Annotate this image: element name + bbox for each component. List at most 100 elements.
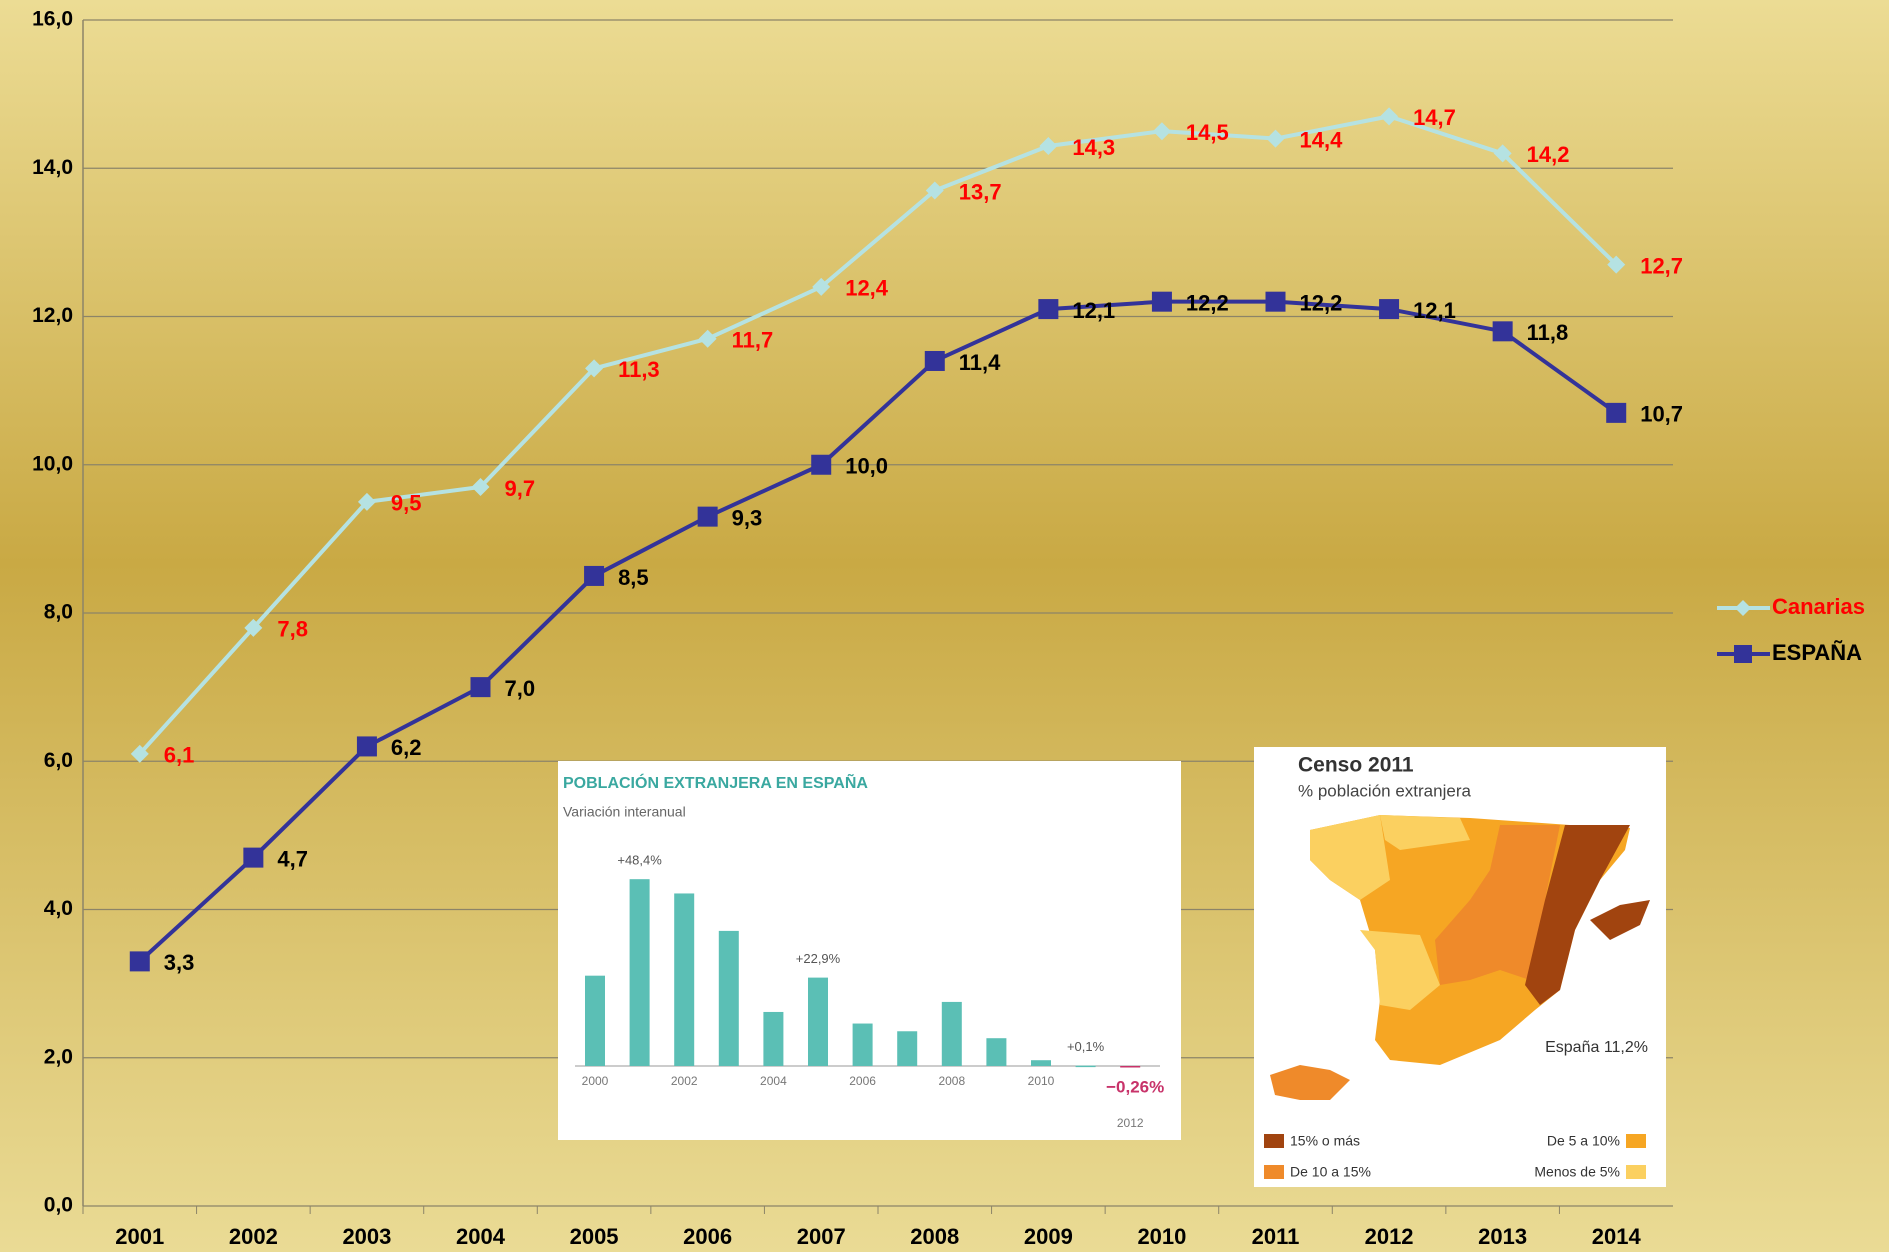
- data-label: 12,1: [1072, 298, 1115, 323]
- data-label: 7,0: [505, 676, 536, 701]
- point: [129, 951, 150, 972]
- x-tick-label: 2002: [229, 1224, 278, 1249]
- data-label: 9,5: [391, 491, 422, 516]
- data-label: 12,2: [1300, 290, 1343, 315]
- bar: [674, 893, 695, 1066]
- legend-swatch: [1264, 1134, 1284, 1148]
- map-region: [1525, 825, 1630, 1005]
- data-label: 11,8: [1527, 320, 1569, 345]
- point: [1152, 122, 1171, 141]
- map-region: [1310, 815, 1390, 900]
- data-label: −0,26%: [1106, 1077, 1164, 1096]
- y-tick-label: 2,0: [44, 1045, 73, 1068]
- data-label: 14,7: [1413, 105, 1456, 130]
- legend-label: 15% o más: [1290, 1133, 1360, 1149]
- data-label: 7,8: [277, 617, 308, 642]
- point: [698, 329, 717, 348]
- bar: [585, 975, 605, 1066]
- bar: [1031, 1060, 1051, 1066]
- point: [130, 744, 149, 763]
- y-tick-label: 0,0: [44, 1194, 73, 1217]
- data-label: 12,2: [1186, 290, 1229, 315]
- point: [1606, 402, 1627, 423]
- y-tick-label: 12,0: [32, 304, 73, 327]
- legend-label: De 5 a 10%: [1547, 1133, 1620, 1149]
- data-label: 12,4: [845, 276, 889, 301]
- y-tick-label: 10,0: [32, 452, 73, 475]
- bar: [808, 977, 828, 1066]
- point: [470, 677, 491, 698]
- data-label: 6,2: [391, 735, 422, 760]
- bar: [1120, 1066, 1141, 1068]
- point: [471, 477, 490, 496]
- x-tick-label: 2006: [683, 1224, 732, 1249]
- inset-subtitle: Variación interanual: [563, 804, 686, 820]
- x-tick-label: 2004: [760, 1074, 787, 1088]
- x-tick-label: 2005: [570, 1224, 619, 1249]
- x-tick-label: 2004: [456, 1224, 506, 1249]
- inset-bar-chart: POBLACIÓN EXTRANJERA EN ESPAÑA Variación…: [558, 761, 1181, 1140]
- x-tick-label: 2011: [1252, 1224, 1300, 1249]
- map-islands: [1590, 900, 1650, 940]
- inset-title: POBLACIÓN EXTRANJERA EN ESPAÑA: [563, 772, 868, 792]
- point: [812, 277, 831, 296]
- data-label: +48,4%: [617, 853, 662, 868]
- bar: [852, 1023, 873, 1066]
- x-tick-label: 2008: [910, 1224, 959, 1249]
- data-label: 12,1: [1413, 298, 1456, 323]
- data-label: 8,5: [618, 565, 649, 590]
- map-canarias: [1270, 1065, 1350, 1100]
- point: [925, 181, 944, 200]
- y-tick-label: 4,0: [44, 897, 73, 920]
- data-label: 3,3: [164, 950, 195, 975]
- map-total: España 11,2%: [1545, 1039, 1648, 1056]
- bar: [718, 930, 739, 1066]
- data-label: 10,0: [845, 454, 888, 479]
- data-label: 14,3: [1072, 135, 1115, 160]
- bar: [897, 1031, 918, 1066]
- point: [1039, 137, 1058, 156]
- x-tick-label: 2008: [938, 1074, 965, 1088]
- legend-label: Canarias: [1772, 594, 1865, 619]
- series-line: [138, 299, 1618, 963]
- data-label: +0,1%: [1067, 1039, 1105, 1054]
- point: [1492, 321, 1513, 342]
- line-chart: 0,0 2,0 4,0 6,0 8,0 10,0 12,0 14,0 16,0 2001 2002 2…: [32, 8, 1865, 1249]
- point: [357, 492, 376, 511]
- point: [1380, 107, 1399, 126]
- x-tick-label: 2000: [582, 1074, 609, 1088]
- data-label: 10,7: [1640, 402, 1683, 427]
- map-region: [1360, 930, 1440, 1010]
- data-label: 12,7: [1640, 253, 1683, 278]
- point: [585, 359, 604, 378]
- y-tick-label: 8,0: [44, 601, 73, 624]
- x-tick-label: 2002: [671, 1074, 698, 1088]
- x-tick-label: 2014: [1592, 1224, 1642, 1249]
- data-label: 9,7: [505, 476, 536, 501]
- legend-label: ESPAÑA: [1772, 640, 1862, 665]
- x-tick-label: 2003: [342, 1224, 391, 1249]
- point: [1493, 144, 1512, 163]
- data-label: 11,7: [732, 328, 774, 353]
- y-tick-label: 16,0: [32, 8, 73, 31]
- x-tick-label: 2012: [1365, 1224, 1414, 1249]
- bar: [941, 1001, 962, 1066]
- bar: [763, 1011, 784, 1066]
- legend-swatch: [1264, 1165, 1284, 1179]
- series-line: [138, 114, 1618, 756]
- bar: [629, 879, 650, 1066]
- data-label: 14,5: [1186, 120, 1229, 145]
- data-label: 11,4: [959, 350, 1001, 375]
- x-tick-label: 2010: [1137, 1224, 1186, 1249]
- point: [243, 847, 264, 868]
- data-label: 4,7: [277, 846, 308, 871]
- data-label: 14,2: [1527, 142, 1570, 167]
- point: [356, 736, 377, 757]
- x-tick-label: 2006: [849, 1074, 876, 1088]
- legend-label: De 10 a 15%: [1290, 1164, 1371, 1180]
- map-region: [1380, 815, 1470, 850]
- data-label: 6,1: [164, 743, 195, 768]
- data-label: 14,4: [1300, 127, 1344, 152]
- point: [1607, 255, 1626, 274]
- y-tick-label: 6,0: [44, 749, 73, 772]
